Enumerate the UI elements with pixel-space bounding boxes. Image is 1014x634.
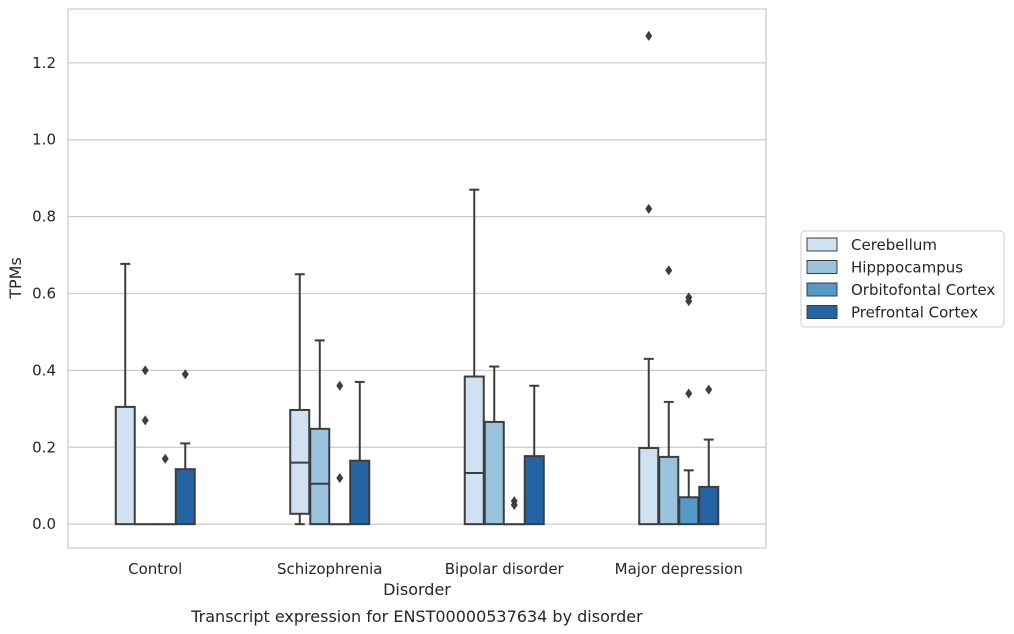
- box-3-0: [638, 30, 660, 526]
- outlier-point: [336, 380, 344, 391]
- box-1-3: [349, 380, 371, 526]
- legend-label: Prefrontal Cortex: [851, 304, 978, 322]
- y-tick-label: 0.2: [32, 438, 56, 456]
- legend-swatch: [806, 305, 838, 319]
- box-iqr: [483, 420, 505, 526]
- box-2-1: [483, 365, 505, 526]
- legend-swatch: [806, 237, 838, 252]
- outlier-point: [141, 365, 149, 376]
- outlier-point: [665, 265, 673, 276]
- box-iqr: [678, 496, 700, 526]
- box-0-3: [174, 369, 196, 526]
- y-tick-label: 0.8: [32, 208, 56, 226]
- box-iqr: [309, 427, 331, 526]
- box-iqr: [174, 468, 196, 526]
- box-plot-series: [114, 30, 720, 526]
- x-tick-label: Bipolar disorder: [445, 560, 565, 578]
- gridlines: [68, 62, 766, 525]
- outlier-point: [181, 369, 189, 380]
- box-1-0: [289, 273, 311, 526]
- legend-items: Cerebellum Hipppocampus Orbitofontal Corte…: [806, 236, 995, 322]
- plot-frame: [67, 8, 767, 549]
- box-3-1: [658, 265, 680, 526]
- box-iqr: [463, 375, 485, 526]
- box-2-2: [503, 496, 525, 526]
- outlier-point: [645, 203, 653, 214]
- outlier-point: [685, 388, 693, 399]
- box-0-2: [154, 453, 176, 526]
- y-axis-title: TPMs: [6, 257, 25, 300]
- outlier-point: [645, 30, 653, 41]
- legend-swatch: [806, 282, 838, 297]
- outlier-point: [510, 496, 518, 507]
- x-tick-label: Schizophrenia: [277, 560, 382, 578]
- x-tick-label: Major depression: [615, 560, 743, 578]
- outlier-point: [161, 453, 169, 464]
- chart-caption: Transcript expression for ENST0000053763…: [190, 607, 643, 626]
- legend-label: Cerebellum: [851, 236, 937, 254]
- box-3-2: [678, 292, 700, 526]
- legend-label: Orbitofontal Cortex: [851, 281, 995, 299]
- box-iqr: [698, 485, 720, 526]
- outlier-point: [141, 415, 149, 426]
- x-axis-ticks: Control Schizophrenia Bipolar disorder Majo…: [128, 560, 743, 578]
- legend: Cerebellum Hipppocampus Orbitofontal Corte…: [800, 230, 1005, 328]
- box-3-3: [698, 384, 720, 526]
- y-tick-label: 0.0: [32, 515, 56, 533]
- outlier-point: [705, 384, 713, 395]
- legend-swatch: [806, 260, 838, 274]
- box-iqr: [114, 405, 136, 526]
- box-0-1: [134, 365, 156, 526]
- outlier-point: [336, 473, 344, 484]
- box-1-2: [329, 380, 351, 526]
- legend-label: Hipppocampus: [851, 259, 963, 277]
- y-tick-label: 1.2: [32, 54, 56, 72]
- y-tick-label: 0.6: [32, 284, 56, 302]
- legend-frame: [800, 230, 1005, 328]
- box-0-0: [114, 262, 136, 526]
- outlier-point: [685, 292, 693, 303]
- box-1-1: [309, 339, 331, 526]
- x-tick-label: Control: [128, 560, 182, 578]
- y-tick-label: 0.4: [32, 361, 56, 379]
- box-iqr: [638, 447, 660, 526]
- y-axis-ticks: 0.0 0.2 0.4 0.6 0.8 1.0 1.2: [32, 54, 56, 533]
- box-2-0: [463, 188, 485, 526]
- y-tick-label: 1.0: [32, 131, 56, 149]
- box-iqr: [523, 455, 545, 526]
- box-2-3: [523, 384, 545, 526]
- x-axis-title: Disorder: [383, 580, 451, 599]
- box-iqr: [658, 455, 680, 526]
- box-iqr: [349, 459, 371, 526]
